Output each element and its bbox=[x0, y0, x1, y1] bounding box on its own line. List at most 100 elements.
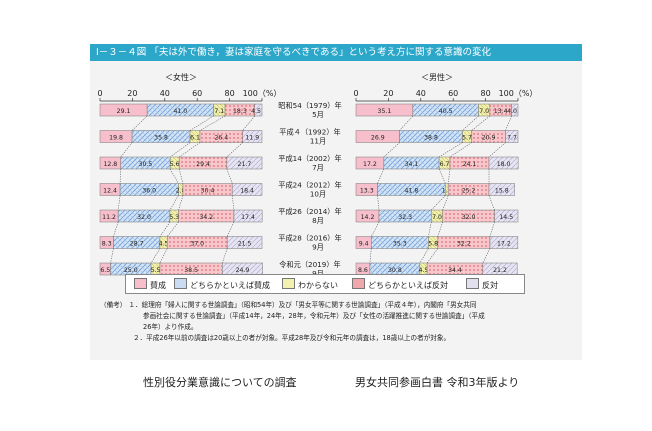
connector-line bbox=[482, 248, 491, 264]
panel-title-male: ＜男性＞ bbox=[421, 72, 453, 82]
data-label: 18.0 bbox=[497, 161, 511, 168]
connector-line bbox=[369, 248, 372, 264]
connector-line bbox=[169, 168, 179, 184]
bar-segment-5 bbox=[226, 236, 263, 249]
data-label: 32.0 bbox=[137, 214, 151, 221]
data-label: 4.5 bbox=[419, 267, 429, 274]
connector-line bbox=[438, 142, 463, 158]
data-label: 18.3 bbox=[233, 108, 247, 115]
legend-swatch-disagree bbox=[466, 278, 479, 289]
data-label: 1.8 bbox=[442, 188, 452, 195]
data-label: 6.5 bbox=[100, 267, 110, 274]
connector-line bbox=[178, 168, 184, 184]
legend-swatch-somewhat-disagree bbox=[352, 278, 365, 289]
data-label: 41.8 bbox=[405, 188, 419, 195]
data-label: 19.8 bbox=[109, 135, 123, 142]
bar-segment-5 bbox=[488, 183, 515, 196]
x-tick-label: 80 bbox=[225, 89, 235, 98]
category-label-year: 平成４（1992）年 bbox=[279, 128, 340, 137]
bar-segment-5 bbox=[494, 209, 519, 223]
connector-line bbox=[226, 142, 243, 158]
data-label: 32.0 bbox=[462, 214, 476, 221]
x-tick-label: 0 bbox=[353, 89, 358, 98]
data-label: 17.4 bbox=[241, 214, 255, 221]
x-tick-label: 20 bbox=[127, 89, 137, 98]
category-label-year: 令和元（2019）年 bbox=[279, 260, 340, 269]
connector-line bbox=[505, 115, 512, 131]
data-label: 7.0 bbox=[479, 108, 489, 115]
data-label: 38.5 bbox=[184, 267, 198, 274]
data-label: 40.5 bbox=[439, 108, 453, 115]
data-label: 6.7 bbox=[440, 161, 450, 168]
connector-line bbox=[120, 142, 133, 158]
x-tick-label: 0 bbox=[97, 89, 102, 98]
data-label: 20.9 bbox=[482, 135, 496, 142]
connector-line bbox=[449, 142, 472, 158]
connector-line bbox=[231, 195, 235, 211]
data-label: 12.4 bbox=[103, 188, 117, 195]
data-label: 4.5 bbox=[251, 108, 261, 115]
data-label: 6.1 bbox=[190, 135, 200, 142]
category-label-year: 平成28（2016）年 bbox=[278, 234, 341, 243]
bar-segment-5 bbox=[505, 130, 519, 143]
connector-line bbox=[370, 221, 380, 237]
connector-line bbox=[426, 248, 439, 264]
data-label: 21.2 bbox=[493, 267, 507, 274]
connector-line bbox=[222, 248, 228, 264]
data-label: 21.7 bbox=[238, 161, 252, 168]
data-label: 18.4 bbox=[240, 188, 254, 195]
connector-line bbox=[489, 221, 495, 237]
connector-line bbox=[226, 168, 233, 184]
data-label: 36.0 bbox=[142, 188, 156, 195]
legend-item-disagree: 反対 bbox=[466, 278, 498, 291]
legend: 賛成 どちらかといえば賛成 わからない どちらかといえば反対 反対 bbox=[125, 274, 525, 294]
connector-line bbox=[242, 115, 255, 131]
connector-line bbox=[150, 248, 161, 264]
connector-line bbox=[169, 142, 191, 158]
data-label: 9.4 bbox=[359, 241, 369, 248]
connector-line bbox=[159, 221, 171, 237]
data-label: 38.8 bbox=[424, 135, 438, 142]
connector-line bbox=[399, 115, 414, 131]
connector-line bbox=[471, 115, 490, 131]
data-label: 2.8 bbox=[176, 188, 186, 195]
x-tick-label: 20 bbox=[383, 89, 393, 98]
connector-line bbox=[178, 195, 184, 211]
bar-segment-5 bbox=[489, 236, 519, 249]
legend-swatch-somewhat-agree bbox=[174, 278, 187, 289]
category-label-month: 10月 bbox=[310, 190, 326, 199]
data-label: 7.7 bbox=[507, 135, 517, 142]
legend-item-somewhat-disagree: どちらかといえば反対 bbox=[352, 278, 448, 291]
connector-line bbox=[226, 221, 235, 237]
data-label: 28.7 bbox=[130, 241, 144, 248]
data-label: 35.3 bbox=[393, 241, 407, 248]
figure-title: Ⅰ－３－４図 「夫は外で働き，妻は家庭を守るべきである」という考え方に関する意識… bbox=[96, 47, 491, 58]
category-label-year: 平成14（2002）年 bbox=[278, 154, 341, 163]
data-label: 26.9 bbox=[371, 135, 385, 142]
notes-line-3: 26年）より作成。 bbox=[143, 323, 198, 331]
data-label: 41.0 bbox=[173, 108, 187, 115]
data-label: 11.9 bbox=[245, 135, 259, 142]
legend-item-dont-know: わからない bbox=[282, 278, 338, 291]
data-label: 24.1 bbox=[463, 161, 477, 168]
connector-line bbox=[179, 142, 201, 158]
data-label: 7.1 bbox=[214, 108, 224, 115]
data-label: 5.3 bbox=[169, 214, 179, 221]
connector-line bbox=[488, 142, 506, 158]
data-label: 4.5 bbox=[159, 241, 169, 248]
connector-line bbox=[442, 195, 449, 211]
bar-segment-5 bbox=[231, 183, 263, 196]
data-label: 13.4 bbox=[494, 108, 508, 115]
bar-segment-5 bbox=[511, 103, 519, 117]
legend-item-somewhat-agree: どちらかといえば賛成 bbox=[174, 278, 270, 291]
figure-panel bbox=[90, 44, 582, 360]
data-label: 32.3 bbox=[398, 214, 412, 221]
data-label: 4.0 bbox=[507, 108, 517, 115]
connector-line bbox=[431, 195, 446, 211]
data-label: 5.6 bbox=[170, 161, 180, 168]
data-label: 17.2 bbox=[363, 161, 377, 168]
x-tick-label: 80 bbox=[481, 89, 491, 98]
data-label: 7.0 bbox=[432, 214, 442, 221]
data-label: 26.4 bbox=[214, 135, 228, 142]
category-label-month: 9月 bbox=[312, 269, 324, 278]
